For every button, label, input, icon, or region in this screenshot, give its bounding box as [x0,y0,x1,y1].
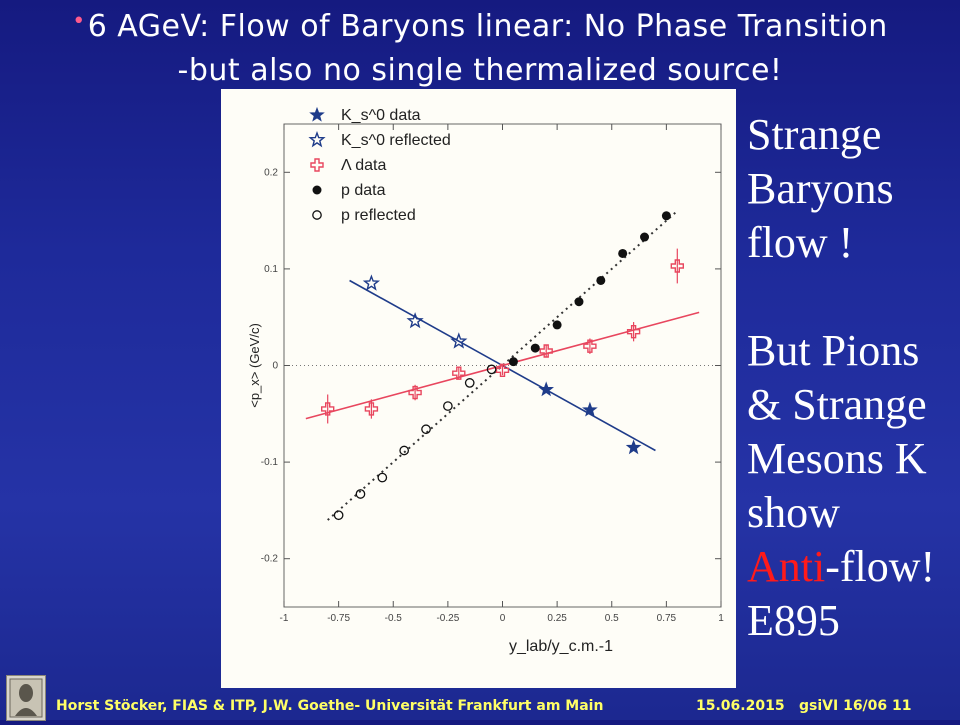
legend-marker [310,158,324,172]
data-point [583,339,597,353]
data-point [618,248,628,258]
legend-marker [312,210,322,220]
data-point [530,343,540,353]
series-4 [333,364,497,521]
title-line-1: •6 AGeV: Flow of Baryons linear: No Phas… [0,0,960,49]
legend-label: Λ data [341,157,386,174]
legend-marker [308,130,326,148]
data-point [670,259,684,273]
legend-marker [309,106,325,122]
x-tick-label: -0.75 [327,613,350,624]
side-line-1: Strange [747,110,882,159]
side-line-2: Baryons [747,164,894,213]
data-point [364,402,379,416]
side-line-6: Mesons K [747,434,927,483]
footer-date: 15.06.2015 [696,698,785,714]
data-point [406,312,424,329]
data-point [408,385,422,400]
data-point [464,378,475,388]
y-tick-label: -0.1 [261,457,279,468]
flow-word: -flow! [825,542,936,591]
x-tick-label: 0.75 [657,613,677,624]
data-point [626,324,641,339]
x-tick-label: 0.5 [605,613,619,624]
legend-marker [312,185,322,195]
side-line-8: Anti-flow! [747,540,957,594]
side-notes: Strange Baryons flow ! But Pions & Stran… [747,108,957,648]
x-tick-label: -1 [280,613,289,624]
data-point [538,381,554,397]
footer-bar: Horst Stöcker, FIAS & ITP, J.W. Goethe- … [0,692,960,720]
x-tick-label: -0.25 [436,613,459,624]
side-line-3: flow ! [747,218,854,267]
legend: K_s^0 data K_s^0 reflected Λ data p data p r… [308,106,451,224]
data-point [552,320,562,330]
data-point [661,211,671,221]
chart-panel: -1 -0.75 -0.5 -0.25 0 0.25 0.5 0.75 1 -0.2 -0.1 0 0.… [221,89,736,688]
data-point [486,364,497,375]
data-point [377,472,388,483]
series-3 [508,211,671,367]
data-point [625,439,642,455]
legend-label: p reflected [341,207,416,224]
x-tick-label: 0 [500,613,506,624]
y-axis-label: <p_x> (GeV/c) [247,323,262,408]
y-tick-label: 0.2 [264,167,278,178]
data-point [452,366,466,380]
data-point [596,275,606,285]
side-spacer [747,270,957,324]
series-1 [362,274,468,349]
side-line-7: show [747,488,840,537]
bullet-icon: • [72,9,86,34]
side-line-5: & Strange [747,380,927,429]
anti-word: Anti [747,542,826,591]
data-point [539,344,553,358]
data-point [495,363,510,378]
x-tick-label: 0.25 [547,613,567,624]
title-line-2: -but also no single thermalized source! [177,53,783,88]
data-point [443,401,453,411]
data-point [399,445,410,456]
legend-label: K_s^0 data [341,107,421,124]
y-tick-label: 0.1 [264,264,278,275]
data-point [421,424,431,435]
data-point [508,357,518,367]
data-point [355,489,366,499]
data-point [582,401,598,417]
series-2 [321,248,684,424]
series-0 [538,381,642,455]
legend-label: p data [341,182,386,199]
data-point [362,274,381,291]
data-point [321,402,335,416]
y-tick-label: 0 [272,361,278,372]
footer-slide-id: gsiVI 16/06 11 [799,698,912,714]
footer-author: Horst Stöcker, FIAS & ITP, J.W. Goethe- … [56,698,604,714]
side-line-4: But Pions [747,326,920,375]
data-point [450,332,468,349]
data-point [574,297,584,307]
x-tick-label: -0.5 [385,613,403,624]
goethe-portrait-icon [6,675,46,721]
x-axis-label: y_lab/y_c.m.-1 [509,638,613,655]
data-point [333,510,344,521]
slide-title: •6 AGeV: Flow of Baryons linear: No Phas… [0,0,960,93]
side-line-9: E895 [747,596,840,645]
title-line-1-text: 6 AGeV: Flow of Baryons linear: No Phase… [87,9,888,44]
data-point [640,232,650,242]
x-tick-label: 1 [718,613,724,624]
legend-label: K_s^0 reflected [341,132,451,149]
flow-chart: -1 -0.75 -0.5 -0.25 0 0.25 0.5 0.75 1 -0.2 -0.1 0 0.… [247,106,724,655]
y-tick-label: -0.2 [261,554,279,565]
